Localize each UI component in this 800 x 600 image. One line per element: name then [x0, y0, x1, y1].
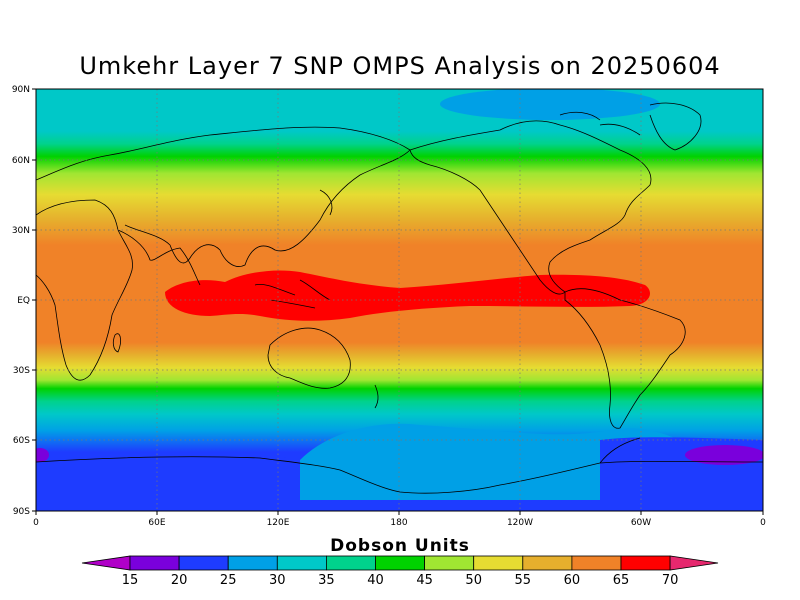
- minimum-region-east: [685, 445, 763, 465]
- colorbar-tick-label: 20: [171, 573, 188, 588]
- chart-title: Umkehr Layer 7 SNP OMPS Analysis on 2025…: [79, 52, 721, 80]
- colorbar-tick-label: 55: [515, 573, 532, 588]
- colorbar-segment: [522, 555, 573, 571]
- colorbar-segment: [473, 555, 524, 571]
- ozone-field: [36, 89, 763, 511]
- colorbar-segment: [375, 555, 425, 571]
- lon-label-120e: 120E: [267, 518, 290, 528]
- lat-label-90s: 90S: [13, 507, 30, 517]
- lat-label-90n: 90N: [12, 85, 30, 95]
- lon-label-0-east: 0: [760, 518, 766, 528]
- lon-label-180: 180: [390, 518, 407, 528]
- colorbar-tick-label: 70: [662, 573, 679, 588]
- colorbar-arrow-high: [669, 555, 719, 571]
- lon-label-60e: 60E: [148, 518, 165, 528]
- colorbar-title: Dobson Units: [330, 536, 470, 556]
- gridlines: [36, 89, 763, 511]
- lon-label-0: 0: [33, 518, 39, 528]
- colorbar-segment: [620, 555, 671, 571]
- colorbar-tick-label: 30: [269, 573, 286, 588]
- lat-label-60s: 60S: [13, 436, 30, 446]
- colorbar-segment: [227, 555, 278, 571]
- colorbar-segment: [178, 555, 229, 571]
- colorbar-tick-label: 50: [465, 573, 482, 588]
- colorbar-segment: [571, 555, 622, 571]
- coastlines: [36, 102, 763, 494]
- colorbar-tick-label: 25: [220, 573, 237, 588]
- colorbar-arrow-low: [81, 555, 131, 571]
- arctic-low-region: [440, 89, 660, 120]
- colorbar-segment: [276, 555, 327, 571]
- colorbar-tick-label: 15: [122, 573, 139, 588]
- colorbar: 15 20 25 30 35 40 45 50 55 60 65 70: [81, 555, 719, 588]
- colorbar-tick-label: 60: [564, 573, 581, 588]
- lat-label-eq: EQ: [17, 296, 30, 306]
- colorbar-segment: [424, 555, 475, 571]
- colorbar-segment: [325, 555, 376, 571]
- lat-label-30n: 30N: [12, 226, 30, 236]
- equatorial-maximum-region: [165, 270, 650, 321]
- lon-label-120w: 120W: [507, 518, 533, 528]
- lat-label-30s: 30S: [13, 366, 30, 376]
- minimum-region-west: [36, 448, 49, 462]
- lon-label-60w: 60W: [631, 518, 651, 528]
- colorbar-tick-label: 40: [367, 573, 384, 588]
- colorbar-tick-label: 45: [416, 573, 433, 588]
- colorbar-segment: [129, 555, 180, 571]
- lat-label-60n: 60N: [12, 156, 30, 166]
- colorbar-tick-label: 35: [318, 573, 335, 588]
- southern-bulge-region: [300, 423, 680, 500]
- colorbar-tick-label: 65: [613, 573, 630, 588]
